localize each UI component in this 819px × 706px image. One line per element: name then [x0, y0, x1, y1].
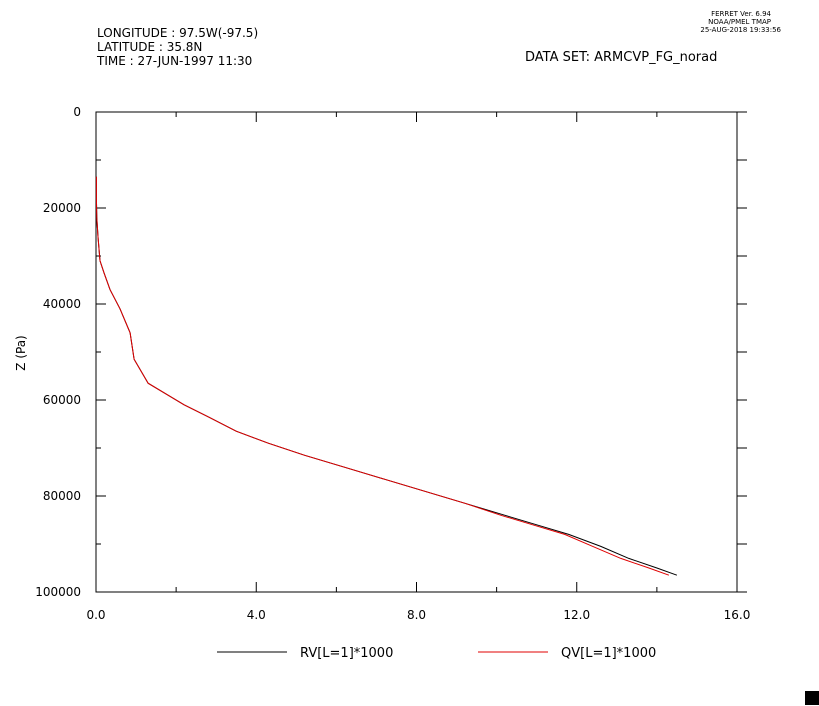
time-label: TIME : 27-JUN-1997 11:30: [97, 54, 253, 68]
series-line-2: [95, 176, 670, 576]
y-tick-label: 0: [73, 105, 81, 119]
y-tick-label: 60000: [43, 393, 81, 407]
y-tick-label: 40000: [43, 297, 81, 311]
legend-label-1: RV[L=1]*1000: [300, 646, 393, 661]
plot-frame: [95, 111, 738, 593]
y-tick-label: 80000: [43, 489, 81, 503]
x-tick-label: 0.0: [86, 608, 105, 622]
series-line-1: [95, 176, 678, 576]
y-tick-label: 20000: [43, 201, 81, 215]
x-tick-label: 12.0: [563, 608, 590, 622]
longitude-label: LONGITUDE : 97.5W(-97.5): [97, 26, 259, 40]
x-tick-label: 8.0: [407, 608, 426, 622]
x-tick-label: 16.0: [724, 608, 751, 622]
dataset-label: DATA SET: ARMCVP_FG_norad: [525, 50, 718, 65]
x-tick-label: 4.0: [247, 608, 266, 622]
ferret-date: 25-AUG-2018 19:33:56: [700, 26, 781, 34]
y-tick-label: 100000: [35, 585, 81, 599]
corner-marker: [805, 691, 819, 705]
y-axis-title: Z (Pa): [14, 335, 28, 370]
ferret-version: FERRET Ver. 6.94: [711, 10, 771, 18]
legend-label-2: QV[L=1]*1000: [561, 646, 656, 661]
latitude-label: LATITUDE : 35.8N: [97, 40, 203, 54]
ferret-org: NOAA/PMEL TMAP: [708, 18, 771, 26]
